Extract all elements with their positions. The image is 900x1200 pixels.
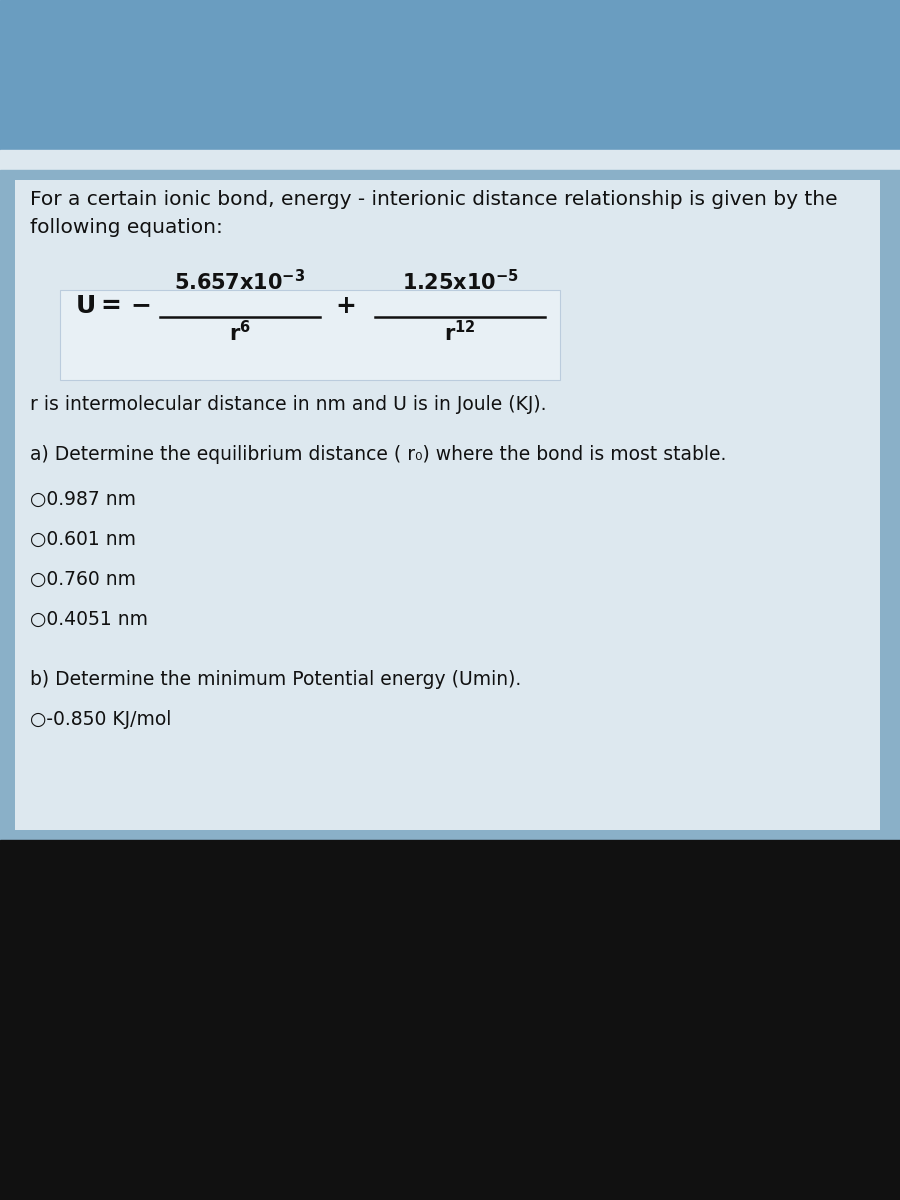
Text: $\mathbf{U = -}$: $\mathbf{U = -}$ xyxy=(75,294,151,318)
Text: ○0.4051 nm: ○0.4051 nm xyxy=(30,610,148,629)
Bar xyxy=(0,150,900,170)
Text: ○0.601 nm: ○0.601 nm xyxy=(30,530,136,550)
Bar xyxy=(15,180,880,830)
Text: $\mathbf{1.25x10^{-5}}$: $\mathbf{1.25x10^{-5}}$ xyxy=(401,269,518,294)
Text: $\mathbf{5.657x10^{-3}}$: $\mathbf{5.657x10^{-3}}$ xyxy=(175,269,306,294)
Text: For a certain ionic bond, energy - interionic distance relationship is given by : For a certain ionic bond, energy - inter… xyxy=(30,190,838,209)
Text: $\mathbf{+}$: $\mathbf{+}$ xyxy=(335,294,356,318)
Text: $\mathbf{r^{6}}$: $\mathbf{r^{6}}$ xyxy=(230,320,251,346)
Bar xyxy=(0,170,900,840)
Text: ○0.987 nm: ○0.987 nm xyxy=(30,490,136,509)
Text: $\mathbf{r^{12}}$: $\mathbf{r^{12}}$ xyxy=(445,320,476,346)
Bar xyxy=(0,840,900,1200)
Text: ○-0.850 KJ/mol: ○-0.850 KJ/mol xyxy=(30,710,171,728)
Text: r is intermolecular distance in nm and U is in Joule (KJ).: r is intermolecular distance in nm and U… xyxy=(30,395,546,414)
Bar xyxy=(60,290,560,380)
Text: ○0.760 nm: ○0.760 nm xyxy=(30,570,136,589)
Bar xyxy=(0,0,900,150)
Text: b) Determine the minimum Potential energy (Umin).: b) Determine the minimum Potential energ… xyxy=(30,670,521,689)
Text: a) Determine the equilibrium distance ( r₀) where the bond is most stable.: a) Determine the equilibrium distance ( … xyxy=(30,445,726,464)
Text: following equation:: following equation: xyxy=(30,218,223,236)
